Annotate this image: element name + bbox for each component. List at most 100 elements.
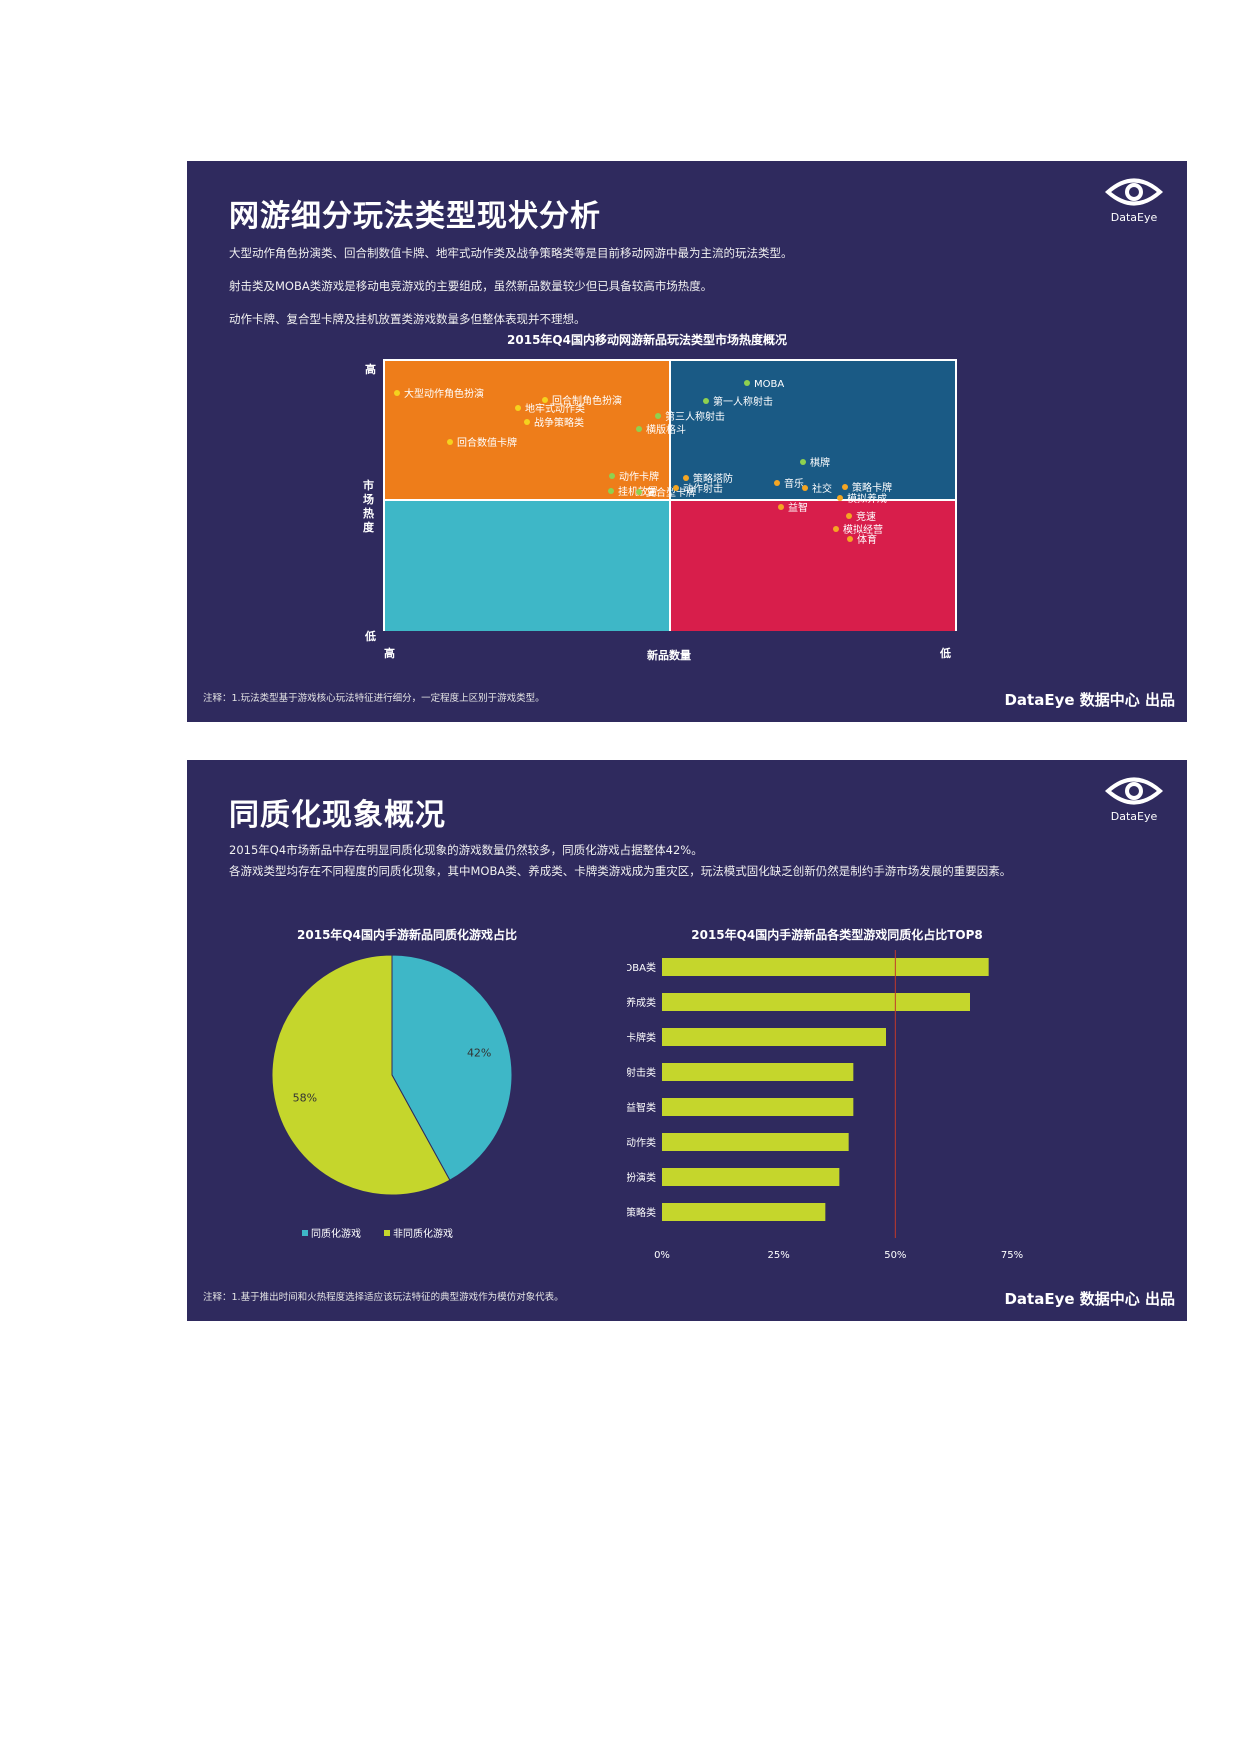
bar-category-label: 养成类 <box>627 996 656 1009</box>
quadrant-point-label: 地牢式动作类 <box>525 402 585 415</box>
bar-category-label: 休闲益智类 <box>627 1101 656 1114</box>
x-tick-label: 0% <box>654 1250 670 1261</box>
quadrant-point <box>774 480 780 486</box>
quadrant-bottom-left <box>385 501 669 631</box>
quadrant-point <box>609 473 615 479</box>
dataeye-logo: DataEye <box>1099 774 1169 823</box>
slide1-desc-3: 动作卡牌、复合型卡牌及挂机放置类游戏数量多但整体表现并不理想。 <box>229 312 586 326</box>
quadrant-point <box>542 397 548 403</box>
quadrant-point-label: 复合型卡牌 <box>646 486 696 499</box>
quadrant-top-left <box>385 361 669 499</box>
quadrant-bottom-right <box>671 501 955 631</box>
quadrant-point <box>744 380 750 386</box>
quadrant-point <box>673 485 679 491</box>
slide1-credit: DataEye 数据中心 出品 <box>1004 691 1175 709</box>
y-axis-low: 低 <box>365 630 376 643</box>
quadrant-point-label: 大型动作角色扮演 <box>404 387 484 400</box>
quadrant-point <box>447 439 453 445</box>
bar <box>662 1098 854 1116</box>
quadrant-point-label: 模拟养成 <box>847 492 887 505</box>
bar-chart: MOBA类养成类卡牌类射击类休闲益智类动作类角色扮演类策略类 0% 25% 50% 75… <box>627 950 1023 1261</box>
pie-slice-label: 58% <box>293 1091 317 1104</box>
quadrant-point <box>846 513 852 519</box>
quadrant-point-label: 策略塔防 <box>693 472 733 485</box>
quadrant-point-label: 战争策略类 <box>534 416 584 429</box>
quadrant-point <box>636 489 642 495</box>
pie-slice-label: 42% <box>467 1047 491 1060</box>
eye-icon <box>1104 178 1164 206</box>
x-axis-low: 低 <box>940 647 951 660</box>
bar-category-label: 动作类 <box>627 1136 656 1149</box>
x-axis-high: 高 <box>384 647 395 660</box>
x-axis-label: 新品数量 <box>647 649 691 662</box>
slide-homogenization: 同质化现象概况 2015年Q4市场新品中存在明显同质化现象的游戏数量仍然较多，同… <box>187 760 1187 1321</box>
x-tick-label: 50% <box>884 1250 906 1261</box>
slide2-desc-1: 2015年Q4市场新品中存在明显同质化现象的游戏数量仍然较多，同质化游戏占据整体… <box>229 843 703 857</box>
legend-swatch <box>302 1230 308 1236</box>
quadrant-point <box>847 536 853 542</box>
quadrant-point <box>833 526 839 532</box>
quadrant-top-right <box>671 361 955 499</box>
logo-text: DataEye <box>1110 810 1158 823</box>
slide1-title: 网游细分玩法类型现状分析 <box>229 199 601 234</box>
slide2-credit: DataEye 数据中心 出品 <box>1004 1290 1175 1308</box>
bar-category-label: 卡牌类 <box>627 1031 656 1044</box>
slide1-footnote: 注释：1.玩法类型基于游戏核心玩法特征进行细分，一定程度上区别于游戏类型。 <box>203 693 545 704</box>
bar <box>662 1168 840 1186</box>
bar-chart-title: 2015年Q4国内手游新品各类型游戏同质化占比TOP8 <box>691 928 983 942</box>
slide1-desc-1: 大型动作角色扮演类、回合制数值卡牌、地牢式动作类及战争策略类等是目前移动网游中最… <box>229 246 793 260</box>
y-axis-label: 市场热度 <box>363 479 374 534</box>
quadrant-point-label: 体育 <box>857 533 877 546</box>
bar-category-label: MOBA类 <box>627 961 656 974</box>
quadrant-point-label: MOBA <box>754 379 784 390</box>
quadrant-point <box>515 405 521 411</box>
logo-text: DataEye <box>1110 211 1158 224</box>
quadrant-point-label: 竞速 <box>856 510 876 523</box>
legend-label: 非同质化游戏 <box>393 1227 453 1240</box>
bar <box>662 993 970 1011</box>
quadrant-point <box>778 504 784 510</box>
quadrant-point <box>655 413 661 419</box>
pie-chart: 42% 58% 同质化游戏 非同质化游戏 <box>271 954 513 1240</box>
quadrant-point <box>683 475 689 481</box>
quadrant-point <box>837 495 843 501</box>
quadrant-point <box>703 398 709 404</box>
quadrant-chart-title: 2015年Q4国内移动网游新品玩法类型市场热度概况 <box>507 333 787 347</box>
pie-slice <box>271 954 451 1196</box>
quadrant-point-label: 棋牌 <box>810 456 830 469</box>
bar <box>662 1203 826 1221</box>
quadrant-point <box>524 419 530 425</box>
quadrant-point <box>842 484 848 490</box>
legend-label: 同质化游戏 <box>311 1227 361 1240</box>
quadrant-point-label: 社交 <box>812 482 832 495</box>
bar-category-label: 角色扮演类 <box>627 1171 656 1184</box>
eye-icon <box>1104 777 1164 805</box>
pie-slice <box>391 954 513 1181</box>
quadrant-point <box>394 390 400 396</box>
bar <box>662 1063 854 1081</box>
slide1-desc-2: 射击类及MOBA类游戏是移动电竞游戏的主要组成，虽然新品数量较少但已具备较高市场… <box>229 279 713 293</box>
quadrant-point-label: 横版格斗 <box>646 423 686 436</box>
bar <box>662 1133 849 1151</box>
slide2-footnote: 注释：1.基于推出时间和火热程度选择适应该玩法特征的典型游戏作为模仿对象代表。 <box>203 1292 564 1303</box>
pie-chart-title: 2015年Q4国内手游新品同质化游戏占比 <box>297 928 517 942</box>
quadrant-point-label: 模拟经营 <box>843 523 883 536</box>
quadrant-point-label: 动作卡牌 <box>619 470 659 483</box>
quadrant-point-label: 回合数值卡牌 <box>457 436 517 449</box>
slide2-title: 同质化现象概况 <box>229 798 446 833</box>
quadrant-point <box>802 485 808 491</box>
bar <box>662 958 989 976</box>
quadrant-point-label: 第一人称射击 <box>713 395 773 408</box>
quadrant-point-label: 回合制角色扮演 <box>552 394 622 407</box>
quadrant-point-label: 第三人称射击 <box>665 410 725 423</box>
quadrant-point-label: 动作射击 <box>683 483 723 495</box>
x-tick-label: 75% <box>1001 1250 1023 1261</box>
quadrant-point-label: 策略卡牌 <box>852 481 892 494</box>
x-tick-label: 25% <box>768 1250 790 1261</box>
bar-category-label: 射击类 <box>627 1066 656 1079</box>
bar-category-label: 策略类 <box>627 1206 656 1219</box>
y-axis-high: 高 <box>365 363 376 376</box>
quadrant-point <box>608 488 614 494</box>
legend-swatch <box>384 1230 390 1236</box>
